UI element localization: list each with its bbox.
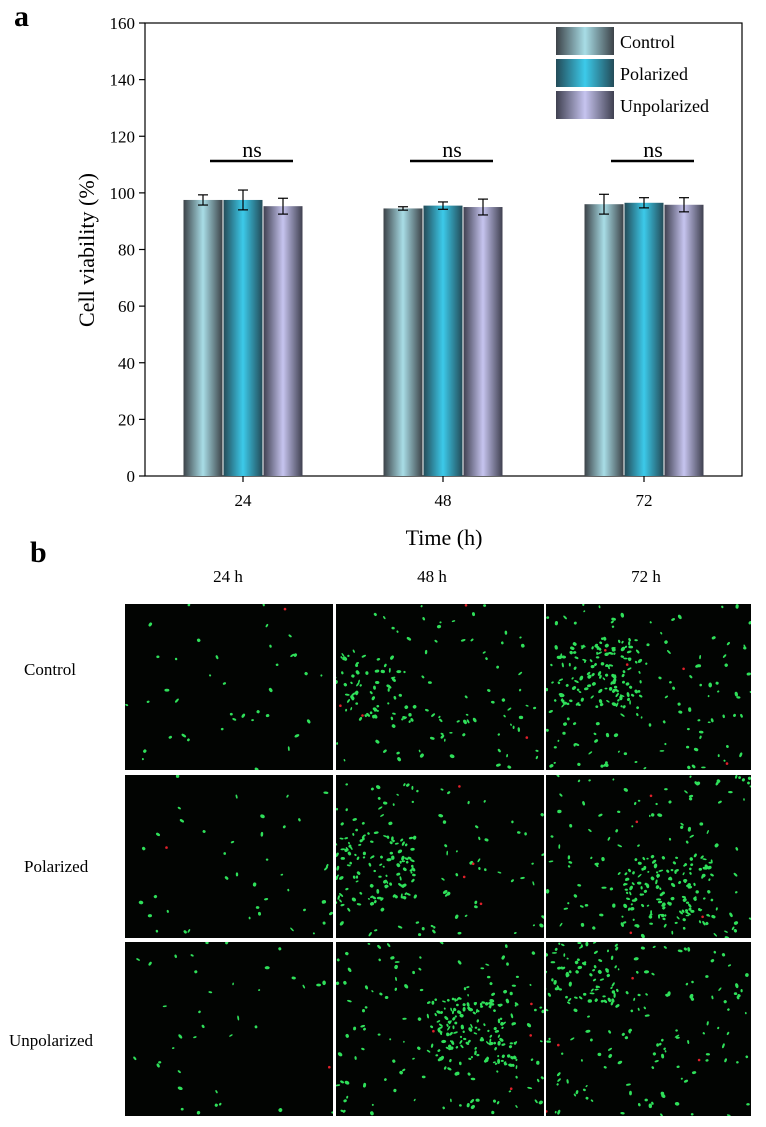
legend-label-control: Control (620, 32, 675, 52)
micrograph-control-72h (546, 604, 751, 770)
bar-polarized-24 (223, 199, 263, 476)
significance-label: ns (643, 137, 663, 162)
legend-swatch-control (556, 27, 614, 55)
y-tick-label: 80 (118, 241, 135, 260)
legend-swatch-unpolarized (556, 91, 614, 119)
legend-label-polarized: Polarized (620, 64, 688, 84)
x-axis-title: Time (h) (406, 525, 483, 550)
panel-a-label: a (14, 0, 29, 33)
column-label-24h: 24 h (213, 567, 243, 586)
micrograph-unpolarized-48h (336, 942, 544, 1116)
stained-cells (133, 942, 333, 1115)
stained-cells (138, 775, 333, 935)
stained-cells (336, 783, 544, 937)
y-tick-label: 100 (110, 184, 136, 203)
y-tick-label: 160 (110, 14, 136, 33)
panel-b-label: b (30, 536, 47, 569)
bar-unpolarized-48 (463, 207, 503, 476)
bar-unpolarized-72 (664, 204, 704, 477)
micrograph-unpolarized-24h (125, 942, 333, 1116)
legend-swatch-polarized (556, 59, 614, 87)
row-label-unpolarized: Unpolarized (9, 1031, 94, 1050)
bar-control-72 (584, 204, 624, 476)
row-label-polarized: Polarized (24, 857, 89, 876)
y-tick-label: 140 (110, 71, 136, 90)
micrograph-polarized-24h (125, 775, 333, 938)
stained-cells (336, 942, 544, 1116)
legend-label-unpolarized: Unpolarized (620, 96, 709, 116)
bar-control-48 (383, 208, 423, 476)
bar-unpolarized-24 (263, 206, 303, 476)
significance-label: ns (242, 137, 262, 162)
column-label-48h: 48 h (417, 567, 447, 586)
bar-control-24 (183, 199, 223, 476)
significance-label: ns (442, 137, 462, 162)
bar-chart: a 0 20 40 60 80 100 120 140 160 24 48 72 ns ns ns Contr… (14, 0, 743, 550)
bar-polarized-72 (624, 202, 664, 477)
x-tick-label: 24 (235, 491, 253, 510)
x-tick-label: 72 (636, 491, 653, 510)
y-axis-title: Cell viability (%) (74, 173, 99, 327)
micrograph-control-24h (125, 604, 333, 770)
micrograph-polarized-72h (546, 775, 751, 938)
stained-cells (546, 942, 750, 1116)
row-label-control: Control (24, 660, 76, 679)
column-label-72h: 72 h (631, 567, 661, 586)
bar-polarized-48 (423, 205, 463, 476)
y-tick-label: 60 (118, 297, 135, 316)
micrograph-unpolarized-72h (546, 942, 751, 1116)
stained-cells (546, 604, 751, 770)
stained-cells (336, 604, 539, 769)
micrograph-grid (125, 604, 751, 1116)
micrograph-polarized-48h (336, 775, 544, 938)
y-tick-label: 120 (110, 127, 136, 146)
micrograph-control-48h (336, 604, 544, 770)
y-tick-label: 0 (127, 467, 136, 486)
stained-cells (125, 604, 323, 770)
y-tick-label: 40 (118, 354, 135, 373)
x-tick-label: 48 (435, 491, 452, 510)
y-tick-label: 20 (118, 410, 135, 429)
stained-cells (546, 775, 751, 938)
